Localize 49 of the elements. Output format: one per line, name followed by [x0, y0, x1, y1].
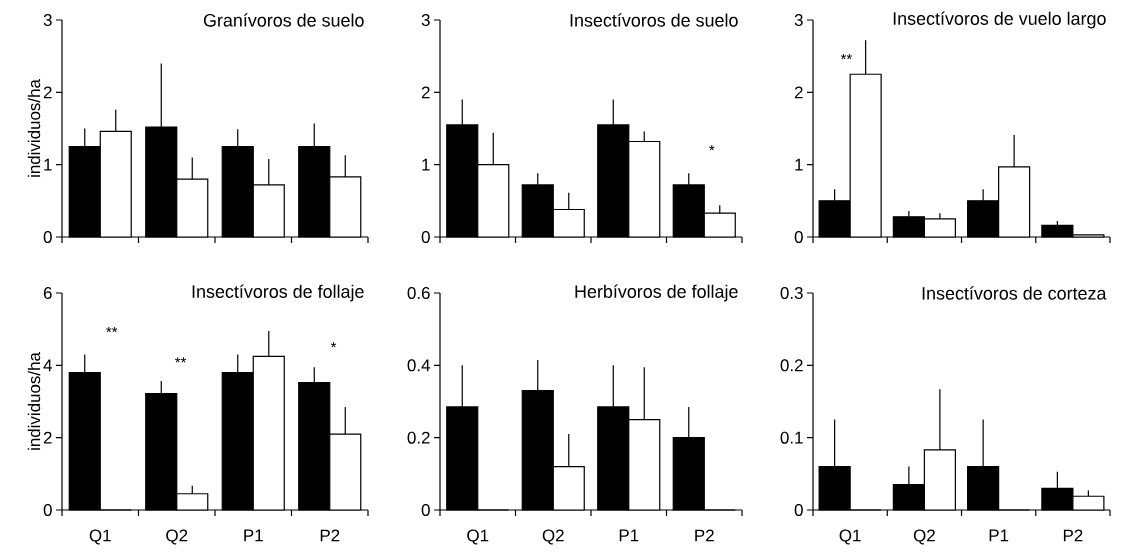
chart-title: Insectívoros de follaje — [192, 284, 364, 302]
y-tick-label: 0.2 — [407, 431, 430, 444]
y-tick-label: 0 — [421, 504, 430, 516]
y-tick-label: 2 — [794, 86, 803, 99]
y-tick-label: 3 — [794, 14, 803, 26]
y-tick-label: 0.1 — [780, 431, 803, 444]
x-tick-label: P2 — [695, 529, 714, 542]
y-tick-label: 1 — [795, 158, 803, 171]
y-axis-title: individuos/ha — [27, 352, 41, 450]
chart-title: Insectívoros de suelo — [570, 13, 738, 27]
x-tick-label: Q1 — [89, 529, 111, 545]
y-tick-label: 6 — [43, 287, 52, 299]
annotation: ** — [106, 326, 118, 333]
y-tick-label: 3 — [43, 14, 52, 26]
y-tick-label: 1 — [422, 158, 430, 171]
y-tick-label: 1 — [44, 158, 52, 171]
y-tick-label: 0 — [43, 504, 52, 516]
chart-title: Herbívoros de follaje — [575, 284, 738, 302]
y-tick-label: 0.4 — [407, 359, 430, 372]
chart-title: Insectívoros de corteza — [922, 286, 1107, 300]
y-tick-label: 0.3 — [780, 287, 803, 299]
y-tick-label: 2 — [421, 86, 430, 99]
annotation: ** — [175, 357, 187, 363]
y-tick-label: 3 — [421, 14, 430, 26]
y-tick-label: 0 — [43, 231, 52, 243]
chart-title: Insectívoros de vuelo largo — [893, 11, 1106, 29]
annotation: ** — [840, 53, 852, 60]
x-tick-label: P2 — [1063, 529, 1083, 542]
y-tick-label: 0 — [421, 231, 430, 243]
y-tick-label: 4 — [43, 359, 52, 372]
x-tick-label: P2 — [320, 529, 340, 542]
y-tick-label: 0.2 — [780, 359, 803, 372]
x-tick-label: Q2 — [913, 529, 935, 545]
x-tick-label: Q2 — [542, 529, 564, 545]
x-tick-label: P1 — [244, 529, 263, 542]
y-tick-label: 0.6 — [407, 287, 430, 299]
y-tick-label: 0 — [794, 231, 803, 243]
chart-title: Granívoros de suelo — [203, 13, 364, 27]
annotation: * — [709, 145, 715, 151]
y-tick-label: 2 — [43, 431, 52, 444]
x-tick-label: Q1 — [839, 529, 861, 545]
x-tick-label: P1 — [989, 529, 1009, 542]
x-tick-label: Q1 — [467, 529, 489, 545]
x-tick-label: Q2 — [166, 529, 188, 545]
y-axis-title: individuos/ha — [27, 79, 41, 177]
x-tick-label: P1 — [619, 529, 639, 542]
annotation: * — [330, 342, 337, 348]
y-tick-label: 2 — [43, 86, 52, 99]
y-tick-label: 0 — [794, 504, 803, 516]
